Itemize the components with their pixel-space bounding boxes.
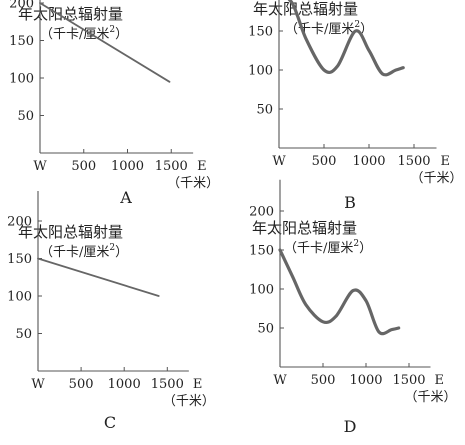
x-tick-label: 1000	[349, 373, 382, 388]
y-axis-unit-text: （千卡/厘米	[285, 22, 354, 37]
y-axis-unit: （千卡/厘米2）	[40, 243, 128, 260]
y-axis-title: 年太阳总辐射量	[253, 0, 358, 18]
panel-label: D	[344, 417, 357, 436]
x-tick-label: 1500	[151, 377, 184, 392]
y-tick-label: 150	[9, 34, 34, 49]
panel-d: 年太阳总辐射量 （千卡/厘米2） 50 100 150 200 W 500 1000 1500 E （…	[249, 180, 456, 436]
x-tick-label: 1500	[155, 159, 188, 174]
x-tick-label: 1500	[397, 154, 430, 169]
y-axis-unit-close: ）	[115, 245, 128, 260]
x-tick-label: 1000	[108, 377, 141, 392]
series-line-0	[38, 259, 159, 297]
y-tick-label: 50	[257, 322, 274, 337]
y-tick-label: 100	[9, 72, 34, 87]
x-tick-label: 500	[69, 377, 94, 392]
y-tick-label: 100	[7, 290, 32, 305]
x-tick-label: 1500	[392, 373, 425, 388]
panel-label: B	[344, 193, 356, 212]
y-axis-unit-close: ）	[359, 241, 372, 256]
y-tick-label: 200	[7, 215, 32, 230]
x-tick-label: E	[441, 154, 451, 169]
x-axis-unit: （千米）	[167, 176, 219, 191]
panel-c: 年太阳总辐射量 （千卡/厘米2） 50 100 150 200 W 500 1000 1500 E （…	[7, 191, 215, 432]
panel-label: A	[119, 188, 132, 207]
y-tick-label: 100	[249, 283, 274, 298]
x-tick-label: E	[197, 159, 207, 174]
y-tick-label: 100	[248, 64, 273, 79]
y-tick-label: 50	[17, 109, 34, 124]
y-axis-unit-text: （千卡/厘米	[284, 241, 353, 256]
x-tick-label: E	[193, 377, 203, 392]
x-tick-label: 500	[71, 159, 96, 174]
x-tick-label: 1000	[111, 159, 144, 174]
x-axis-unit: （千米）	[404, 390, 456, 405]
y-tick-label: 150	[7, 252, 32, 267]
x-tick-label: E	[435, 373, 445, 388]
x-tick-label: W	[31, 377, 45, 392]
y-axis-title: 年太阳总辐射量	[252, 219, 357, 237]
x-tick-label: 500	[311, 373, 336, 388]
x-axis-unit: （千米）	[163, 394, 215, 409]
x-axis-unit: （千米）	[410, 171, 462, 186]
y-axis-unit-text: （千卡/厘米	[40, 245, 109, 260]
y-tick-label: 50	[256, 103, 273, 118]
panel-label: C	[104, 413, 116, 432]
x-tick-label: 500	[312, 154, 337, 169]
y-tick-label: 50	[15, 327, 32, 342]
y-axis-unit-close: ）	[115, 27, 128, 42]
series-line-0	[280, 250, 399, 334]
y-axis-unit: （千卡/厘米2）	[284, 239, 372, 256]
y-tick-label: 150	[249, 244, 274, 259]
y-axis-title: 年太阳总辐射量	[18, 223, 123, 241]
y-tick-label: 200	[9, 0, 34, 12]
x-tick-label: W	[272, 154, 286, 169]
x-tick-label: 1000	[352, 154, 385, 169]
y-tick-label: 200	[248, 0, 273, 1]
y-tick-label: 150	[248, 25, 273, 40]
x-tick-label: W	[33, 159, 47, 174]
y-tick-label: 200	[249, 205, 274, 220]
x-tick-label: W	[273, 373, 287, 388]
y-axis-unit: （千卡/厘米2）	[40, 25, 128, 42]
